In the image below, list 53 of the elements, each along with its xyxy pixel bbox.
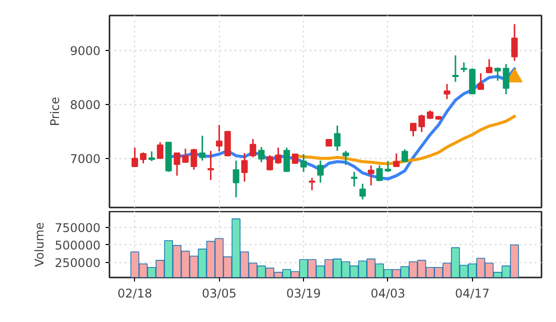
candlestick [486,58,492,74]
candlestick [199,135,206,162]
x-tick-label: 02/18 [118,286,152,300]
candlestick [275,146,282,165]
x-tick-label: 03/19 [286,286,321,300]
y-tick-label: 500000 [54,238,101,252]
candlestick [216,124,222,152]
candlestick [342,150,349,166]
candlestick [393,152,400,168]
candlestick [359,183,366,200]
x-tick-label: 04/03 [370,286,406,300]
candlestick [148,150,155,162]
candlestick [502,63,510,95]
candlestick [350,171,358,188]
candlestick [292,152,298,165]
y-tick-label: 750000 [54,220,101,235]
candlestick [232,160,240,198]
candlestick [402,148,408,163]
candlestick [444,83,450,100]
candlestick [317,160,324,184]
x-tick-label: 04/17 [455,286,490,300]
candlestick [241,152,248,182]
x-tick-label: 03/05 [202,286,236,300]
candlestick [334,124,341,152]
y-tick-label: 7000 [70,152,101,166]
y-tick-label: 9000 [70,44,101,58]
candlestick [494,66,501,82]
candlestick [283,146,290,173]
candlestick [266,154,274,172]
candlestick [410,122,416,138]
candlestick [190,148,198,170]
candlestick [182,148,189,164]
y-tick-label: 250000 [54,256,101,270]
candlestick [174,152,180,176]
candlestick [460,62,468,73]
candlestick [140,152,146,164]
y-tick-label: 8000 [70,98,101,112]
y-axis-title: Volume [32,222,47,267]
candlestick [300,153,307,173]
candlestick [258,146,265,163]
candlestick [418,114,425,133]
candlestick [376,164,383,182]
candlestick [511,23,518,62]
candlestick [250,138,256,158]
candlestick [452,54,459,83]
candlestick [384,160,392,173]
candlestick [308,177,316,191]
candlestick [208,150,214,181]
candlestick [478,72,484,90]
y-axis-title: Price [48,96,62,126]
candlestick [156,141,164,160]
candlestick [132,146,138,168]
candlestick [368,164,374,186]
